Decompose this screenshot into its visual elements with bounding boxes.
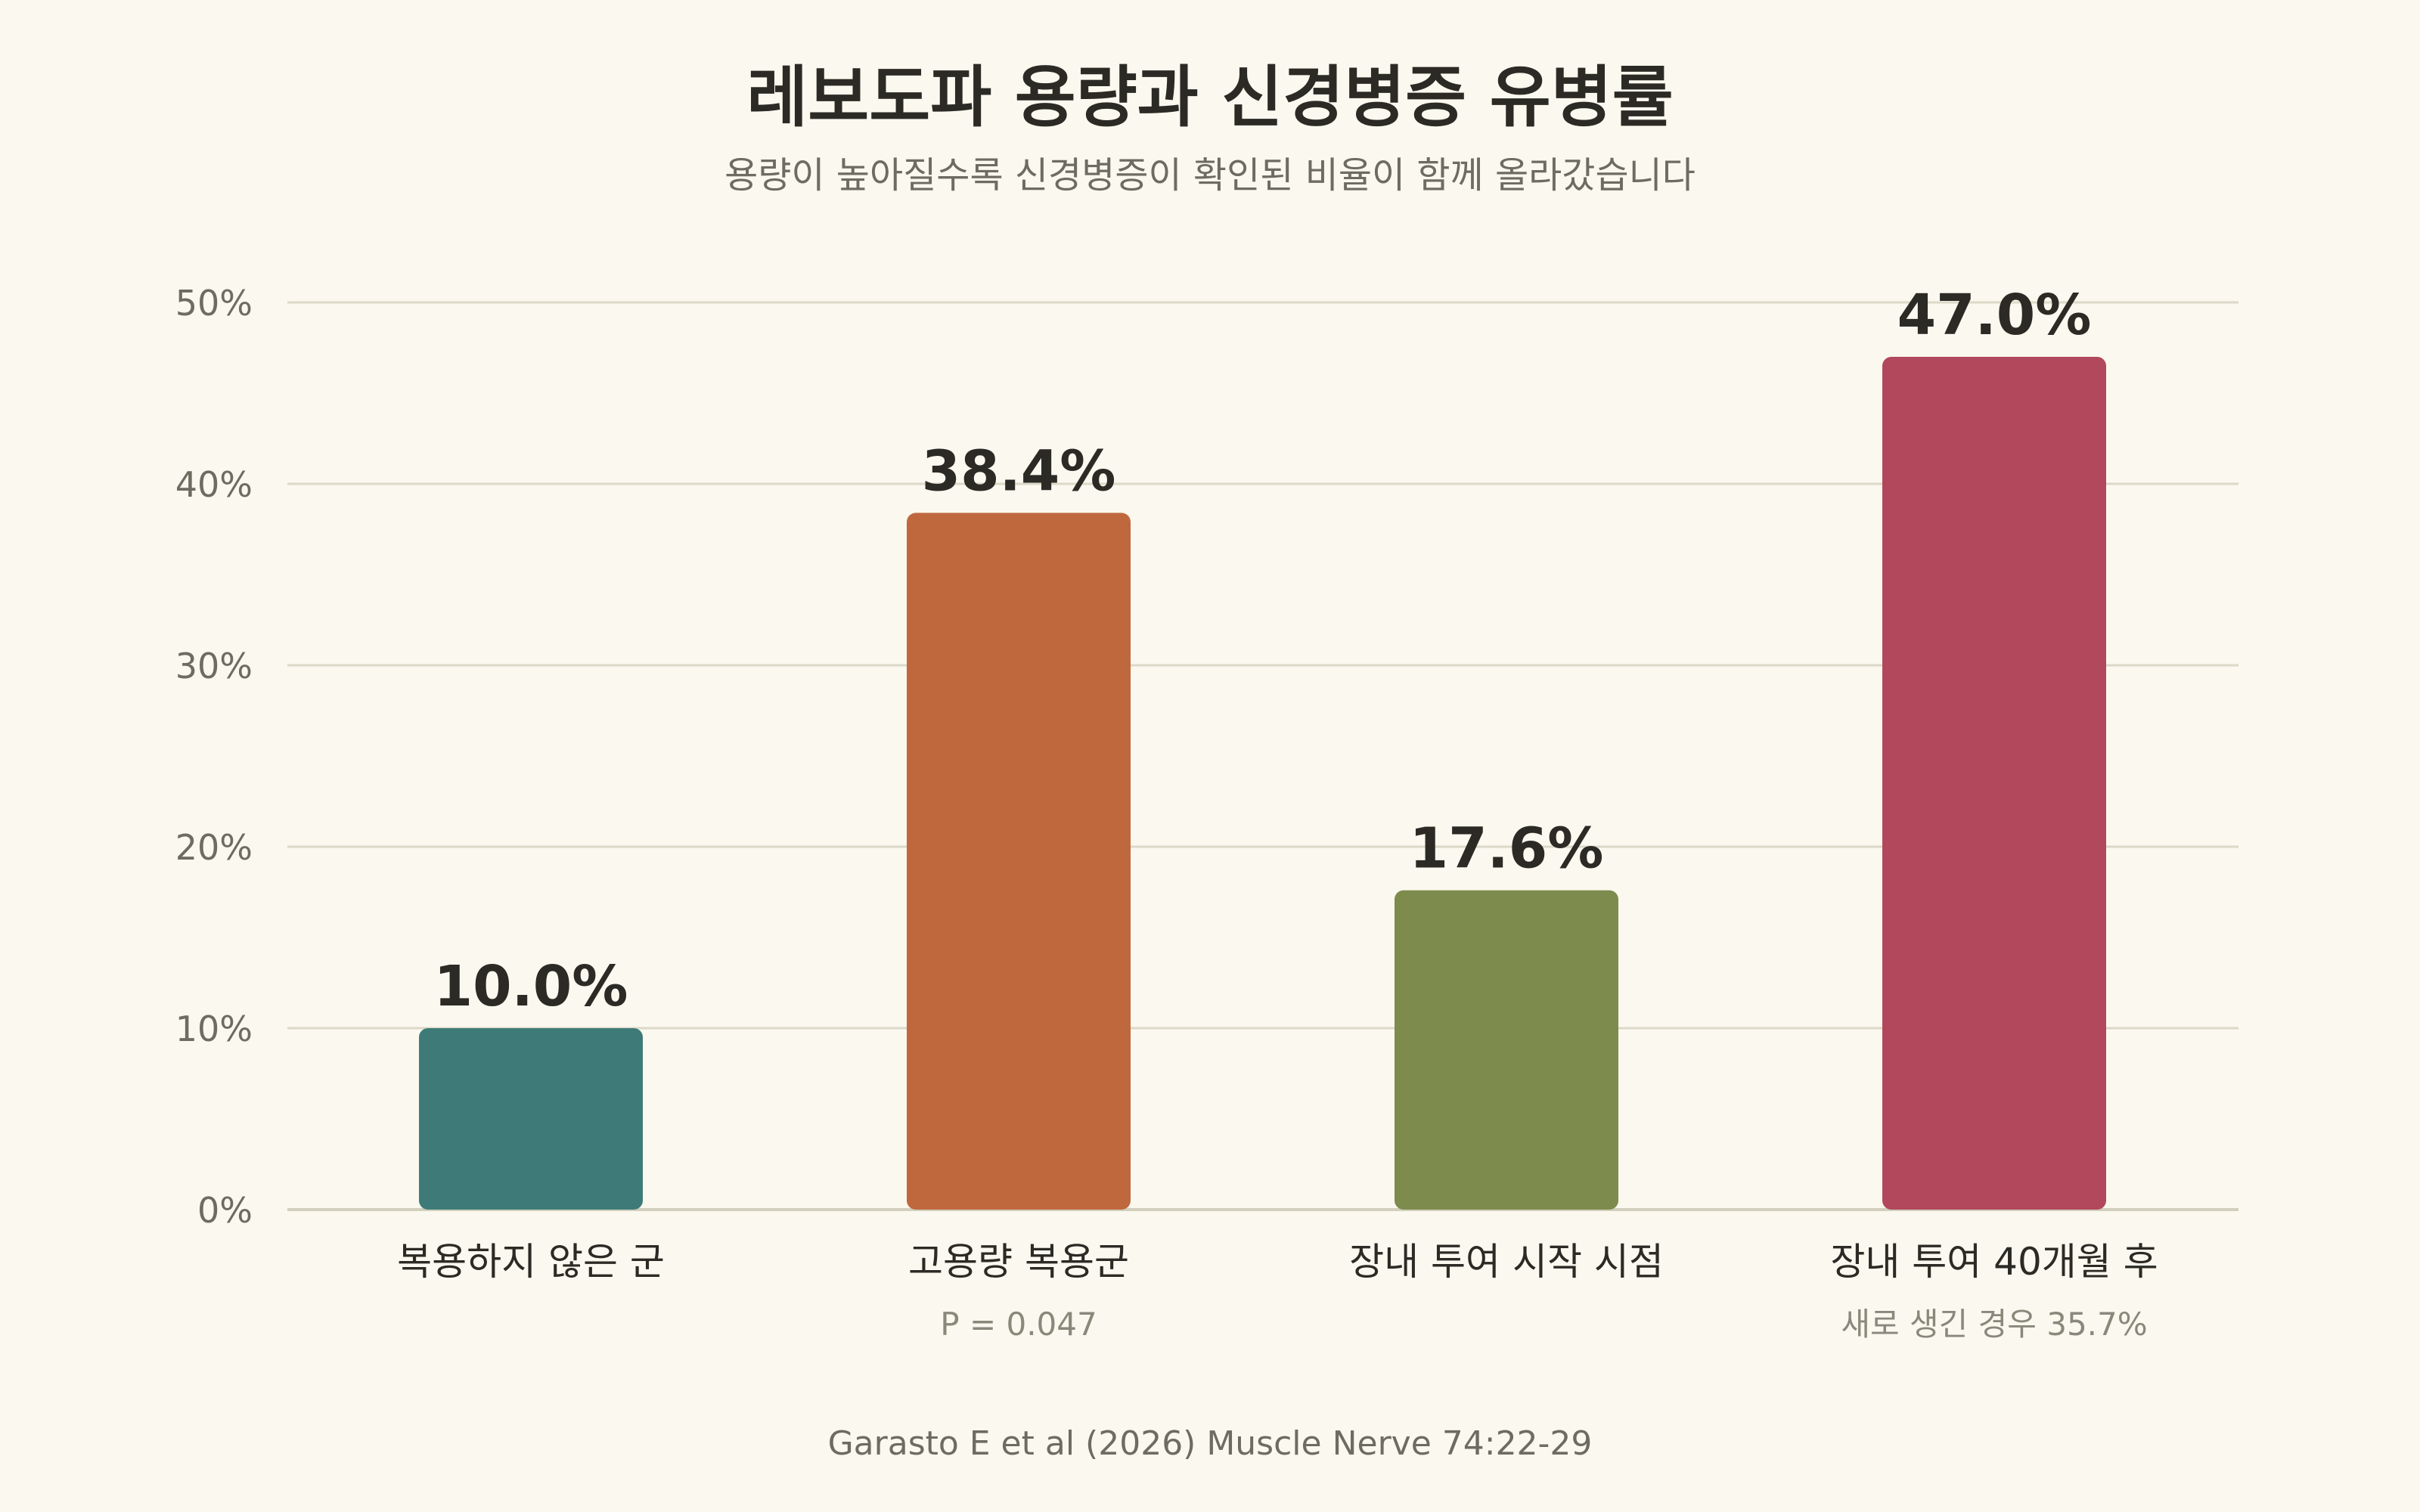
- bar-value-label: 10.0%: [434, 954, 628, 1019]
- y-tick-label: 50%: [175, 283, 253, 324]
- y-tick-label: 20%: [175, 827, 253, 868]
- bar: [1882, 357, 2106, 1210]
- x-category-label: 장내 투여 40개월 후: [1830, 1240, 2158, 1284]
- x-category-label: 복용하지 않은 군: [397, 1240, 665, 1284]
- x-category-label: 고용량 복용군: [908, 1240, 1129, 1284]
- chart-subtitle: 용량이 높아질수록 신경병증이 확인된 비율이 함께 올라갔습니다: [724, 154, 1696, 197]
- x-category-label: 장내 투여 시작 시점: [1349, 1240, 1664, 1284]
- bar-value-label: 47.0%: [1897, 283, 2092, 348]
- y-axis-ticks: 0% 10% 20% 30% 40% 50%: [175, 283, 253, 1231]
- bar: [419, 1028, 643, 1210]
- x-category-sublabel: 새로 생긴 경우 35.7%: [1841, 1306, 2147, 1343]
- y-tick-label: 10%: [175, 1009, 253, 1049]
- value-labels: 10.0% 38.4% 17.6% 47.0%: [434, 283, 2092, 1019]
- chart-title: 레보도파 용량과 신경병증 유병률: [746, 58, 1674, 136]
- bar: [907, 513, 1131, 1210]
- x-axis-categories: 복용하지 않은 군 고용량 복용군 P = 0.047 장내 투여 시작 시점 장내 투…: [397, 1240, 2158, 1343]
- bar: [1395, 890, 1618, 1210]
- bar-value-label: 17.6%: [1410, 816, 1604, 881]
- y-tick-label: 30%: [175, 646, 253, 686]
- y-tick-label: 0%: [197, 1190, 253, 1231]
- bar-value-label: 38.4%: [922, 438, 1116, 503]
- y-tick-label: 40%: [175, 464, 253, 505]
- source-citation: Garasto E et al (2026) Muscle Nerve 74:2…: [827, 1424, 1593, 1463]
- x-category-sublabel: P = 0.047: [940, 1306, 1097, 1343]
- bars: [419, 357, 2106, 1210]
